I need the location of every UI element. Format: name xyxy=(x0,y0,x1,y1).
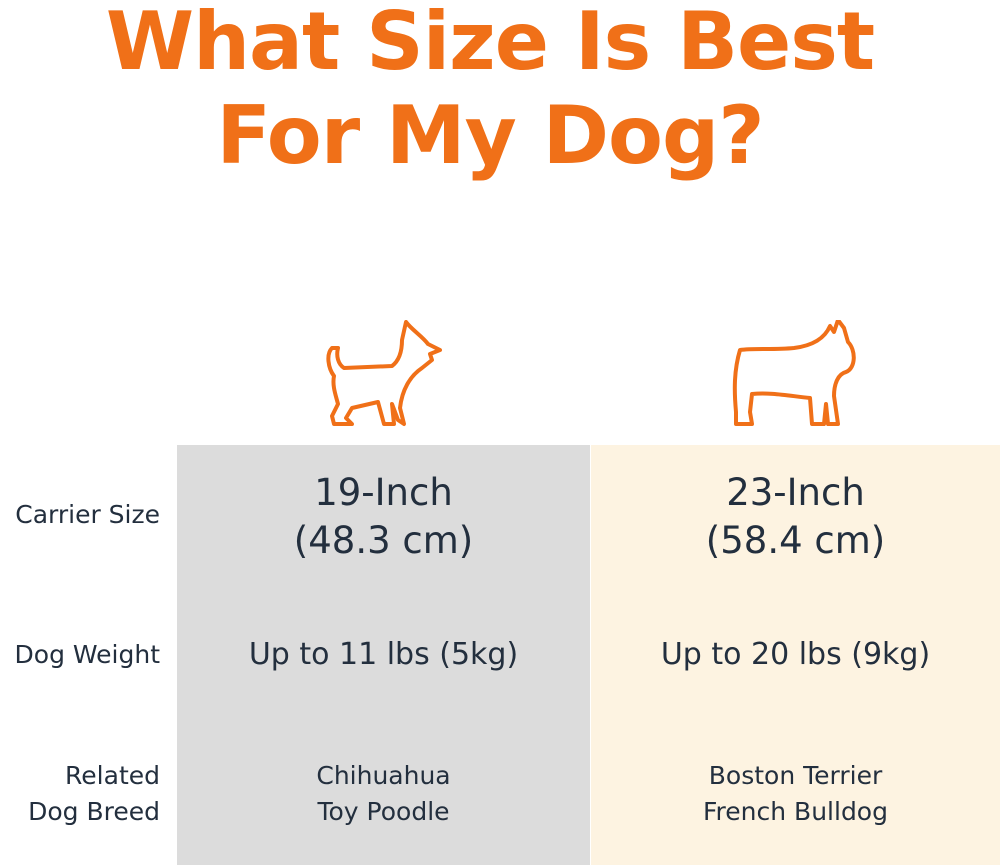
weight: Up to 20 lbs (9kg) xyxy=(660,637,931,672)
size-inch: 19-Inch xyxy=(314,471,453,514)
label-breed-line-2: Dog Breed xyxy=(28,797,160,826)
title-line-2: For My Dog? xyxy=(216,89,764,182)
breed-1: Chihuahua xyxy=(316,761,451,790)
column-19-inch: 19-Inch (48.3 cm) Up to 11 lbs (5kg) Chi… xyxy=(177,445,590,865)
weight: Up to 11 lbs (5kg) xyxy=(248,637,519,672)
breed-1: Boston Terrier xyxy=(708,761,883,790)
french-bulldog-icon xyxy=(732,320,856,426)
column-23-inch: 23-Inch (58.4 cm) Up to 20 lbs (9kg) Bos… xyxy=(591,445,1000,865)
title-line-1: What Size Is Best xyxy=(105,0,875,88)
breed-2: Toy Poodle xyxy=(317,797,450,826)
chihuahua-icon xyxy=(326,320,442,426)
label-dog-weight: Dog Weight xyxy=(14,640,160,669)
size-inch: 23-Inch xyxy=(726,471,865,514)
size-cm: (48.3 cm) xyxy=(293,519,474,562)
label-carrier-size: Carrier Size xyxy=(15,500,160,529)
label-breed-line-1: Related xyxy=(65,761,160,790)
size-cm: (58.4 cm) xyxy=(705,519,886,562)
breed-2: French Bulldog xyxy=(703,797,888,826)
